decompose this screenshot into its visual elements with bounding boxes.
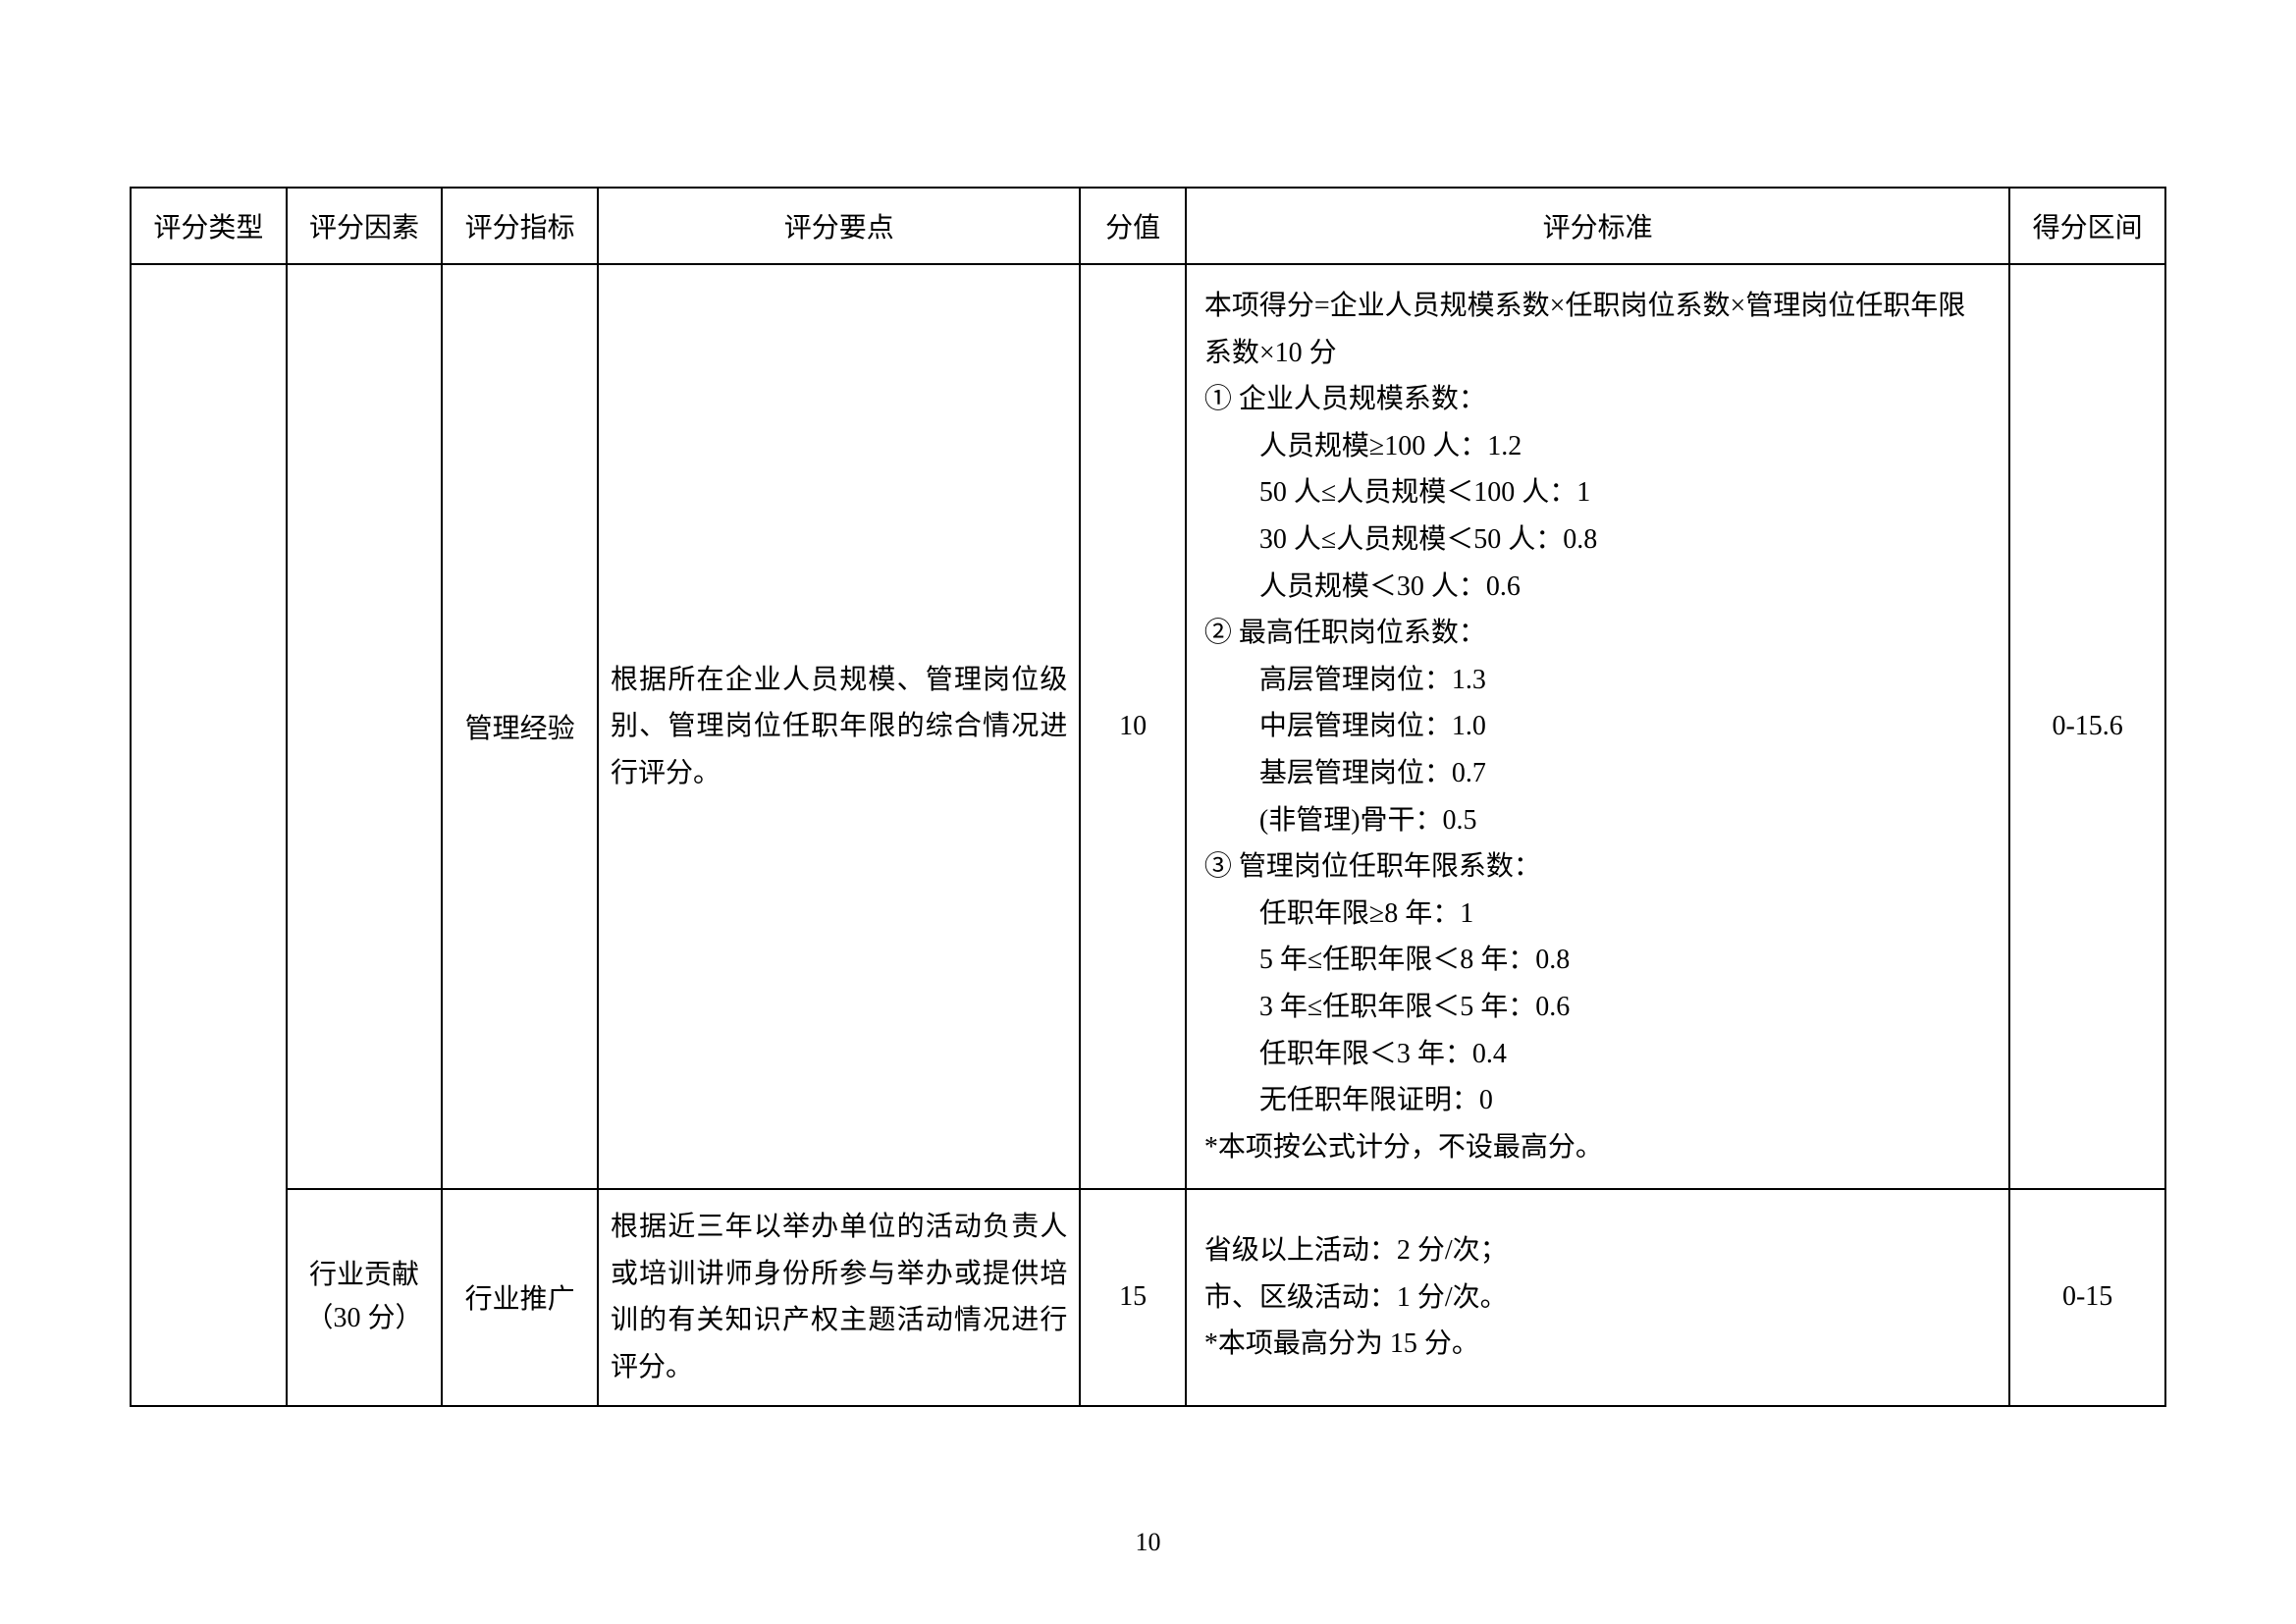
standard-line: 省级以上活动：2 分/次； [1204,1227,1991,1274]
header-factor: 评分因素 [287,188,443,264]
cell-factor: 行业贡献（30 分） [287,1189,443,1405]
standard-line: 3 年≤任职年限＜5 年：0.6 [1204,984,1991,1031]
cell-type [131,264,287,1406]
cell-standard: 省级以上活动：2 分/次；市、区级活动：1 分/次。*本项最高分为 15 分。 [1186,1189,2009,1405]
cell-point: 根据近三年以举办单位的活动负责人或培训讲师身份所参与举办或提供培训的有关知识产权… [598,1189,1080,1405]
cell-point: 根据所在企业人员规模、管理岗位级别、管理岗位任职年限的综合情况进行评分。 [598,264,1080,1189]
page-content: 评分类型 评分因素 评分指标 评分要点 分值 评分标准 得分区间 管理经验 根据… [130,187,2166,1407]
standard-line: 中层管理岗位：1.0 [1204,703,1991,750]
standard-line: 人员规模＜30 人：0.6 [1204,564,1991,611]
standard-line: 30 人≤人员规模＜50 人：0.8 [1204,516,1991,564]
standard-line: 高层管理岗位：1.3 [1204,657,1991,704]
standard-line: 无任职年限证明：0 [1204,1077,1991,1124]
header-indicator: 评分指标 [442,188,598,264]
cell-range: 0-15.6 [2009,264,2165,1189]
cell-score: 10 [1080,264,1185,1189]
standard-line: *本项最高分为 15 分。 [1204,1321,1991,1368]
table-body: 管理经验 根据所在企业人员规模、管理岗位级别、管理岗位任职年限的综合情况进行评分… [131,264,2165,1406]
header-range: 得分区间 [2009,188,2165,264]
standard-line: ① 企业人员规模系数： [1204,376,1991,423]
standard-line: ③ 管理岗位任职年限系数： [1204,843,1991,891]
page-number: 10 [0,1528,2296,1557]
standard-line: ② 最高任职岗位系数： [1204,610,1991,657]
standard-line: *本项按公式计分，不设最高分。 [1204,1124,1991,1171]
cell-standard: 本项得分=企业人员规模系数×任职岗位系数×管理岗位任职年限系数×10 分① 企业… [1186,264,2009,1189]
standard-line: 任职年限＜3 年：0.4 [1204,1031,1991,1078]
cell-indicator: 行业推广 [442,1189,598,1405]
header-type: 评分类型 [131,188,287,264]
table-header-row: 评分类型 评分因素 评分指标 评分要点 分值 评分标准 得分区间 [131,188,2165,264]
cell-indicator: 管理经验 [442,264,598,1189]
standard-line: 人员规模≥100 人：1.2 [1204,423,1991,470]
standard-line: 50 人≤人员规模＜100 人：1 [1204,469,1991,516]
table-row: 管理经验 根据所在企业人员规模、管理岗位级别、管理岗位任职年限的综合情况进行评分… [131,264,2165,1189]
standard-line: (非管理)骨干：0.5 [1204,797,1991,844]
standard-line: 任职年限≥8 年：1 [1204,891,1991,938]
cell-range: 0-15 [2009,1189,2165,1405]
standard-line: 5 年≤任职年限＜8 年：0.8 [1204,937,1991,984]
scoring-table: 评分类型 评分因素 评分指标 评分要点 分值 评分标准 得分区间 管理经验 根据… [130,187,2166,1407]
standard-line: 市、区级活动：1 分/次。 [1204,1274,1991,1322]
standard-line: 本项得分=企业人员规模系数×任职岗位系数×管理岗位任职年限系数×10 分 [1204,283,1991,376]
header-point: 评分要点 [598,188,1080,264]
standard-line: 基层管理岗位：0.7 [1204,750,1991,797]
cell-factor [287,264,443,1189]
table-row: 行业贡献（30 分） 行业推广 根据近三年以举办单位的活动负责人或培训讲师身份所… [131,1189,2165,1405]
header-score: 分值 [1080,188,1185,264]
header-standard: 评分标准 [1186,188,2009,264]
cell-score: 15 [1080,1189,1185,1405]
